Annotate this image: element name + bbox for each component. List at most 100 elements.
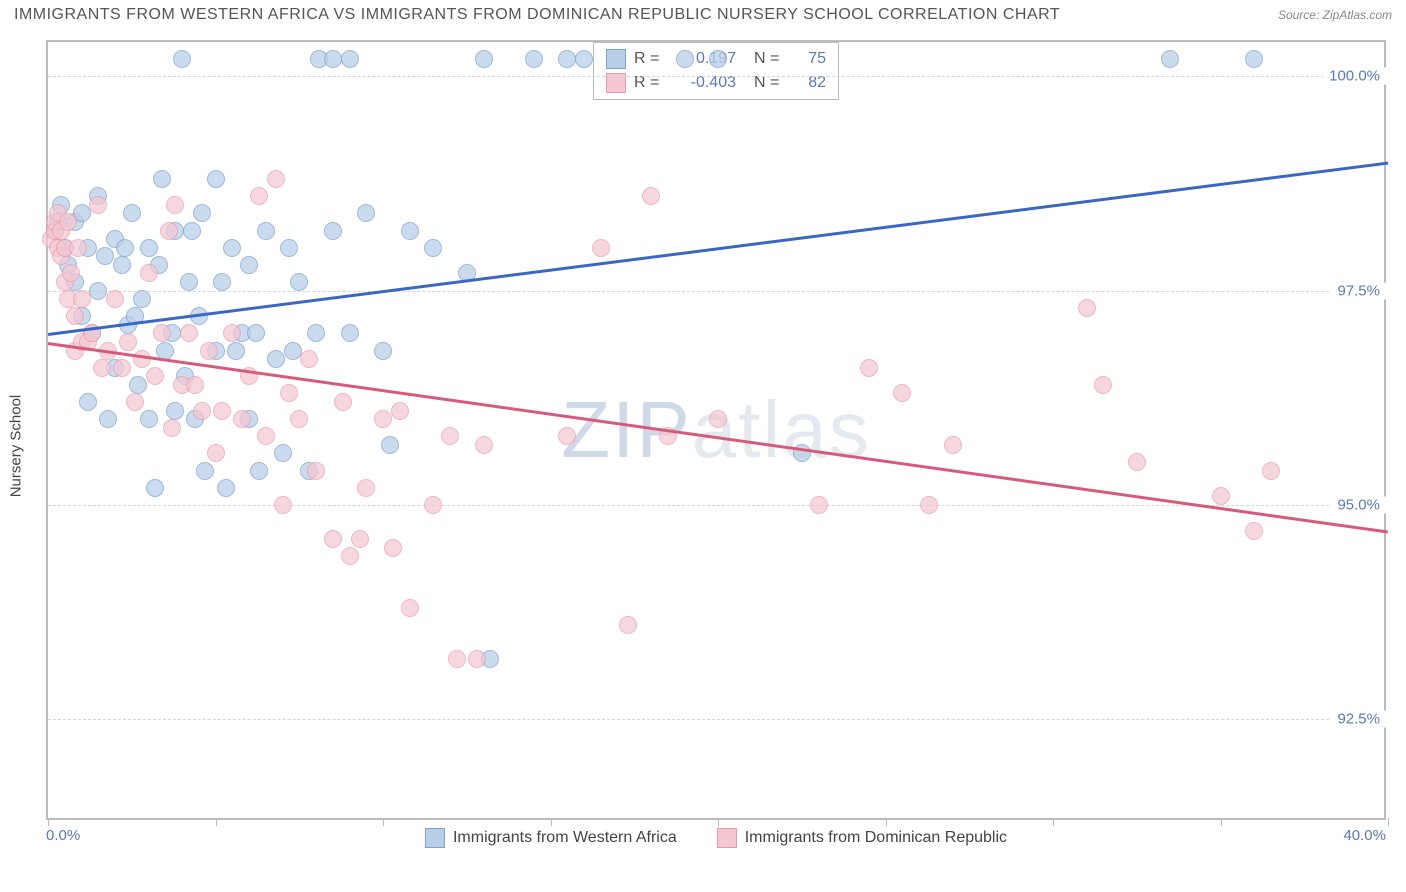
scatter-point-dr [642, 187, 660, 205]
legend-item: Immigrants from Dominican Republic [717, 828, 1007, 848]
y-axis-label: Nursery School [8, 395, 25, 498]
x-tick [216, 818, 217, 826]
gridline [48, 505, 1384, 506]
scatter-point-wa [96, 247, 114, 265]
scatter-point-dr [140, 264, 158, 282]
scatter-point-wa [153, 170, 171, 188]
legend-label: Immigrants from Western Africa [453, 829, 677, 847]
scatter-point-wa [284, 342, 302, 360]
scatter-point-dr [307, 462, 325, 480]
scatter-point-wa [193, 204, 211, 222]
scatter-point-wa [324, 222, 342, 240]
scatter-point-wa [240, 256, 258, 274]
scatter-point-dr [223, 324, 241, 342]
scatter-point-wa [709, 50, 727, 68]
scatter-point-wa [357, 204, 375, 222]
scatter-point-dr [180, 324, 198, 342]
scatter-point-wa [401, 222, 419, 240]
scatter-point-dr [944, 436, 962, 454]
scatter-point-dr [133, 350, 151, 368]
scatter-point-wa [166, 402, 184, 420]
scatter-point-dr [113, 359, 131, 377]
scatter-point-wa [146, 479, 164, 497]
scatter-point-dr [153, 324, 171, 342]
scatter-point-dr [401, 599, 419, 617]
scatter-point-wa [247, 324, 265, 342]
scatter-point-dr [250, 187, 268, 205]
scatter-point-wa [250, 462, 268, 480]
scatter-point-wa [196, 462, 214, 480]
scatter-point-dr [810, 496, 828, 514]
trendline-wa [48, 162, 1388, 336]
y-tick-label: 92.5% [1331, 711, 1386, 728]
scatter-point-wa [79, 393, 97, 411]
scatter-point-dr [384, 539, 402, 557]
x-tick [886, 818, 887, 826]
scatter-point-wa [113, 256, 131, 274]
x-min-label: 0.0% [46, 827, 80, 844]
scatter-point-dr [290, 410, 308, 428]
scatter-point-wa [183, 222, 201, 240]
scatter-point-wa [676, 50, 694, 68]
x-tick [48, 818, 49, 826]
scatter-point-dr [146, 367, 164, 385]
scatter-point-dr [69, 239, 87, 257]
scatter-point-dr [119, 333, 137, 351]
scatter-point-wa [525, 50, 543, 68]
scatter-point-dr [1094, 376, 1112, 394]
scatter-point-wa [116, 239, 134, 257]
x-tick [1053, 818, 1054, 826]
x-tick [1388, 818, 1389, 826]
scatter-point-dr [213, 402, 231, 420]
scatter-point-dr [257, 427, 275, 445]
scatter-point-dr [160, 222, 178, 240]
scatter-point-wa [558, 50, 576, 68]
scatter-point-wa [280, 239, 298, 257]
scatter-point-dr [267, 170, 285, 188]
scatter-point-dr [126, 393, 144, 411]
scatter-point-dr [1262, 462, 1280, 480]
scatter-point-dr [441, 427, 459, 445]
legend-swatch [425, 828, 445, 848]
legend-item: Immigrants from Western Africa [425, 828, 677, 848]
gridline [48, 719, 1384, 720]
scatter-point-dr [619, 616, 637, 634]
scatter-point-dr [920, 496, 938, 514]
scatter-point-dr [351, 530, 369, 548]
scatter-point-dr [592, 239, 610, 257]
scatter-point-wa [180, 273, 198, 291]
scatter-point-wa [133, 290, 151, 308]
scatter-point-dr [62, 264, 80, 282]
scatter-point-dr [280, 384, 298, 402]
scatter-point-dr [334, 393, 352, 411]
scatter-point-dr [341, 547, 359, 565]
scatter-point-dr [66, 307, 84, 325]
page-title: IMMIGRANTS FROM WESTERN AFRICA VS IMMIGR… [14, 6, 1060, 23]
y-tick-label: 97.5% [1331, 282, 1386, 299]
scatter-point-wa [274, 444, 292, 462]
x-tick [383, 818, 384, 826]
scatter-point-wa [290, 273, 308, 291]
scatter-point-wa [223, 239, 241, 257]
scatter-point-dr [193, 402, 211, 420]
scatter-point-dr [1128, 453, 1146, 471]
scatter-point-wa [341, 324, 359, 342]
scatter-point-dr [860, 359, 878, 377]
scatter-point-wa [381, 436, 399, 454]
scatter-point-dr [1212, 487, 1230, 505]
x-tick [551, 818, 552, 826]
scatter-point-wa [89, 282, 107, 300]
scatter-point-dr [163, 419, 181, 437]
scatter-point-wa [267, 350, 285, 368]
gridline [48, 291, 1384, 292]
scatter-point-dr [324, 530, 342, 548]
scatter-point-dr [207, 444, 225, 462]
scatter-point-wa [217, 479, 235, 497]
scatter-point-wa [207, 170, 225, 188]
scatter-point-dr [558, 427, 576, 445]
scatter-point-wa [227, 342, 245, 360]
scatter-point-wa [1161, 50, 1179, 68]
scatter-point-wa [99, 410, 117, 428]
scatter-point-wa [1245, 50, 1263, 68]
scatter-point-dr [374, 410, 392, 428]
